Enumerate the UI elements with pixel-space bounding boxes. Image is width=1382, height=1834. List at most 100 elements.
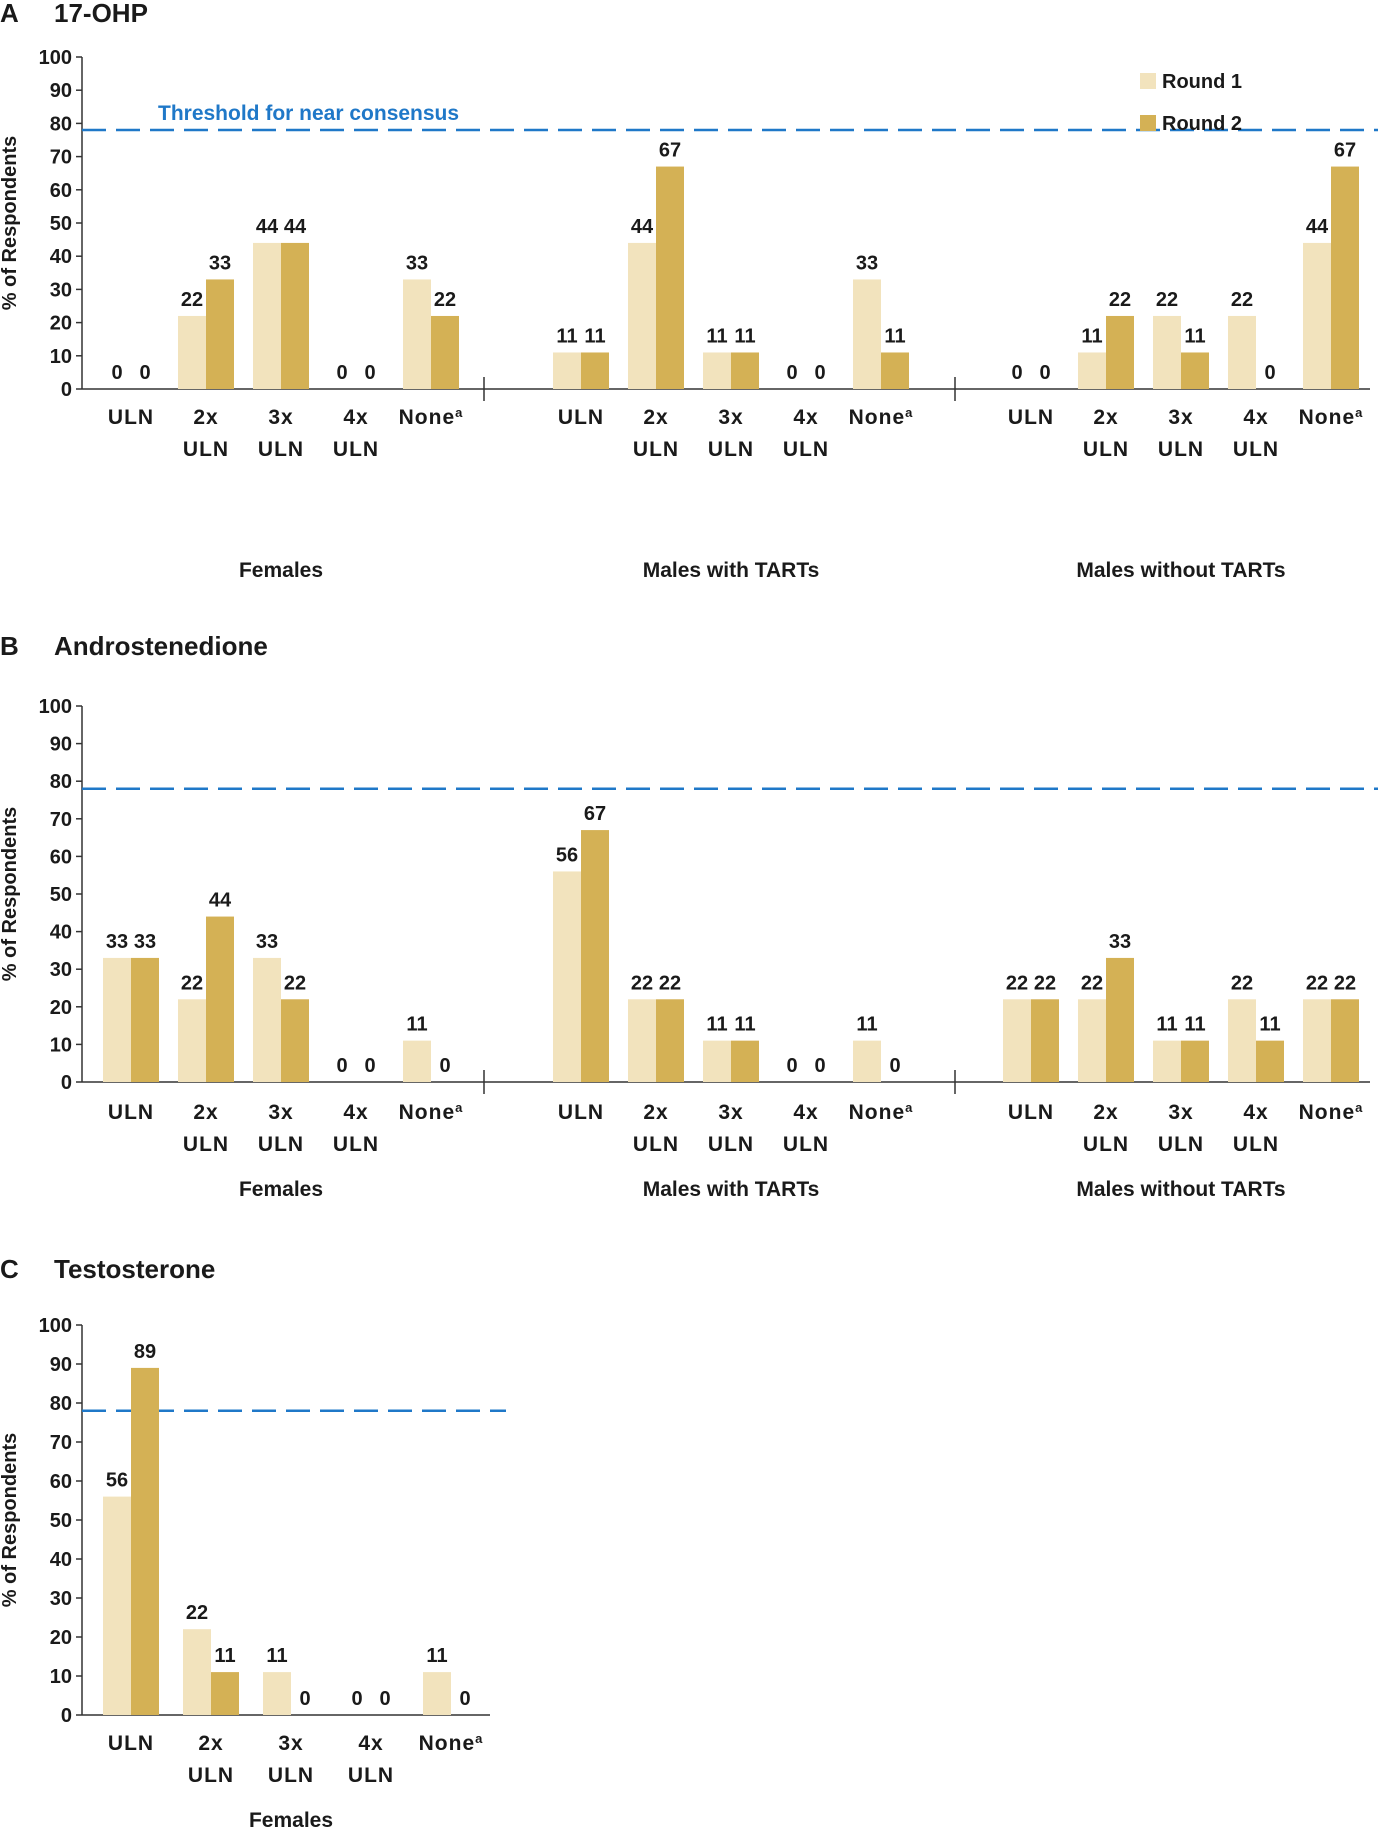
bar-round2	[1331, 166, 1359, 389]
y-tick-label: 40	[50, 922, 72, 944]
category-label: Nonea	[849, 405, 914, 430]
category-footnote-mark: a	[455, 1100, 463, 1115]
category-label: 4x	[1243, 406, 1268, 429]
category-label: 4x	[358, 1732, 383, 1755]
bar-round2	[656, 999, 684, 1082]
y-tick-label: 0	[61, 379, 72, 401]
bar-round2	[881, 352, 909, 389]
panel-c: C Testosterone 0 10 20 30 40 50 60 70 80 90 100 % of …	[0, 1254, 506, 1832]
category-label: ULN	[708, 1133, 754, 1156]
bar-round1	[628, 242, 656, 389]
legend-label-round2: Round 2	[1162, 113, 1242, 135]
value-label-round2: 11	[214, 1645, 235, 1667]
category-label: 4x	[343, 1101, 368, 1124]
category-label: 3x	[278, 1732, 303, 1755]
category-label: ULN	[1008, 406, 1054, 429]
value-label-round2: 11	[884, 325, 905, 347]
value-label-round1: 11	[266, 1645, 287, 1667]
y-tick-label: 50	[50, 1510, 72, 1532]
category-label: ULN	[558, 406, 604, 429]
value-label-round2: 11	[1184, 1014, 1205, 1036]
value-label-round1: 0	[336, 1055, 347, 1077]
bar-round1	[263, 1672, 291, 1715]
value-label-round1: 11	[1156, 1014, 1177, 1036]
category-label: Nonea	[1299, 1100, 1364, 1125]
y-tick-label: 90	[50, 1354, 72, 1376]
category-label: ULN	[1158, 438, 1204, 461]
category-label: 3x	[268, 1101, 293, 1124]
category-footnote-mark: a	[1355, 405, 1363, 420]
value-label-round2: 11	[734, 1014, 755, 1036]
value-label-round2: 11	[584, 325, 605, 347]
bar-round2	[1181, 1040, 1209, 1082]
bar-round2	[206, 916, 234, 1082]
y-tick-label: 70	[50, 1432, 72, 1454]
bar-round1	[253, 242, 281, 389]
y-tick-label: 60	[50, 180, 72, 202]
value-label-round2: 0	[814, 362, 825, 384]
bar-round1	[1078, 999, 1106, 1082]
panel-b: B Androstenedione 0 10 20 30 40 50 60 70 80 90 100 % …	[0, 631, 1378, 1201]
category-label: 2x	[1093, 406, 1118, 429]
value-label-round1: 33	[256, 931, 278, 953]
bar-round2	[581, 830, 609, 1082]
value-label-round2: 0	[364, 362, 375, 384]
y-tick-label: 10	[50, 1034, 72, 1056]
bar-round1	[1003, 999, 1031, 1082]
value-label-round1: 11	[406, 1014, 427, 1036]
category-label: ULN	[333, 438, 379, 461]
bar-round2	[1031, 999, 1059, 1082]
category-label: ULN	[1233, 438, 1279, 461]
bar-round2	[1106, 957, 1134, 1082]
value-label-round1: 11	[706, 325, 727, 347]
y-tick-label: 60	[50, 1471, 72, 1493]
category-label: 3x	[1168, 1101, 1193, 1124]
category-label: ULN	[333, 1133, 379, 1156]
bar-round1	[853, 1040, 881, 1082]
bar-round1	[1153, 1040, 1181, 1082]
value-label-round2: 44	[284, 216, 307, 238]
value-label-round1: 22	[1006, 972, 1028, 994]
bar-round1	[253, 957, 281, 1082]
y-tick-label: 0	[61, 1705, 72, 1727]
bar-round1	[423, 1672, 451, 1715]
value-label-round1: 22	[1081, 972, 1103, 994]
bar-round2	[581, 352, 609, 389]
value-label-round2: 0	[439, 1055, 450, 1077]
category-label: ULN	[108, 406, 154, 429]
y-tick-label: 0	[61, 1072, 72, 1094]
bar-round1	[403, 1040, 431, 1082]
y-tick-label: 20	[50, 313, 72, 335]
y-tick-label: 40	[50, 246, 72, 268]
bar-round2	[431, 315, 459, 389]
category-footnote-mark: a	[455, 405, 463, 420]
value-label-round1: 22	[1156, 289, 1178, 311]
bar-round1	[703, 1040, 731, 1082]
category-footnote-mark: a	[905, 1100, 913, 1115]
category-label: ULN	[258, 1133, 304, 1156]
bar-round2	[281, 999, 309, 1082]
bar-round1	[103, 957, 131, 1082]
category-label: ULN	[633, 438, 679, 461]
y-tick-label: 10	[50, 1666, 72, 1688]
category-label: 4x	[1243, 1101, 1268, 1124]
value-label-round1: 22	[1231, 972, 1253, 994]
category-label: 4x	[343, 406, 368, 429]
y-tick-label: 80	[50, 113, 72, 135]
bar-round2	[131, 957, 159, 1082]
category-footnote-mark: a	[905, 405, 913, 420]
y-tick-label: 10	[50, 346, 72, 368]
category-label: 3x	[268, 406, 293, 429]
value-label-round2: 22	[1109, 289, 1131, 311]
group-label: Females	[239, 1178, 323, 1201]
category-label: ULN	[633, 1133, 679, 1156]
value-label-round2: 67	[1334, 140, 1356, 162]
legend-swatch-round1	[1140, 73, 1156, 89]
bar-round2	[211, 1672, 239, 1715]
value-label-round1: 22	[186, 1602, 208, 1624]
value-label-round1: 11	[706, 1014, 727, 1036]
panel-letter: A	[0, 0, 19, 28]
category-label: 2x	[1093, 1101, 1118, 1124]
